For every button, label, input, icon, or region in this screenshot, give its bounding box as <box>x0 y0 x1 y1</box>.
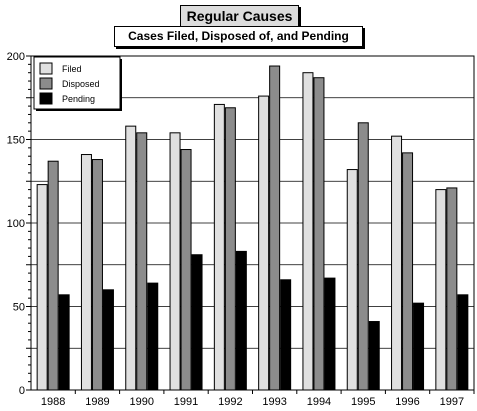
x-tick-label: 1990 <box>130 396 154 408</box>
chart-title: Regular Causes <box>180 5 299 27</box>
bar-filed-1991 <box>169 132 181 391</box>
bar-pending-1989 <box>102 289 114 391</box>
bar-disposed-1988 <box>47 160 59 391</box>
bar-disposed-1989 <box>91 159 103 391</box>
bar-pending-1994 <box>324 277 336 391</box>
y-tick-label: 150 <box>7 135 25 147</box>
legend-swatch-disposed <box>39 77 53 90</box>
y-tick-label: 200 <box>7 51 25 63</box>
bar-pending-1997 <box>457 294 469 391</box>
x-tick-label: 1997 <box>440 396 464 408</box>
bar-pending-1988 <box>58 294 70 391</box>
chart-subtitle: Cases Filed, Disposed of, and Pending <box>114 26 363 47</box>
legend-label-filed: Filed <box>62 64 82 74</box>
bar-disposed-1991 <box>180 149 192 391</box>
legend-label-disposed: Disposed <box>62 79 100 89</box>
axes: 0 50 100 150 200 1988 1989 1990 1991 1992 1993 1994… <box>7 51 475 408</box>
bar-pending-1996 <box>413 302 425 391</box>
x-tick-label: 1988 <box>41 396 65 408</box>
bar-filed-1997 <box>435 189 447 391</box>
bar-filed-1988 <box>36 184 48 391</box>
x-tick-label: 1996 <box>395 396 419 408</box>
legend-swatch-filed <box>39 62 53 75</box>
legend: Filed Disposed Pending <box>33 56 122 111</box>
bar-filed-1990 <box>125 125 137 391</box>
bar-filed-1989 <box>80 154 92 391</box>
bar-pending-1992 <box>235 250 247 391</box>
y-tick-label: 0 <box>19 385 25 397</box>
bar-disposed-1994 <box>313 77 325 391</box>
bar-filed-1996 <box>391 135 403 391</box>
y-tick-label: 50 <box>13 302 25 314</box>
bar-pending-1993 <box>280 279 292 391</box>
legend-label-pending: Pending <box>62 94 95 104</box>
bar-pending-1990 <box>147 282 159 391</box>
x-tick-label: 1989 <box>85 396 109 408</box>
bar-filed-1994 <box>302 72 314 391</box>
bar-disposed-1993 <box>269 65 281 391</box>
bar-filed-1995 <box>346 169 358 391</box>
bar-pending-1991 <box>191 254 203 391</box>
bar-disposed-1992 <box>224 107 236 391</box>
bar-disposed-1997 <box>446 187 458 391</box>
x-tick-label: 1994 <box>307 396 331 408</box>
bars <box>36 65 469 391</box>
legend-swatch-pending <box>39 92 53 105</box>
x-tick-label: 1991 <box>174 396 198 408</box>
x-tick-label: 1992 <box>218 396 242 408</box>
bar-filed-1993 <box>258 95 270 391</box>
bar-disposed-1995 <box>357 122 369 391</box>
bar-disposed-1996 <box>402 152 414 391</box>
bar-disposed-1990 <box>136 132 148 391</box>
bar-filed-1992 <box>213 103 225 391</box>
x-tick-label: 1993 <box>262 396 286 408</box>
bar-pending-1995 <box>368 321 380 391</box>
x-tick-label: 1995 <box>351 396 375 408</box>
y-tick-label: 100 <box>7 218 25 230</box>
